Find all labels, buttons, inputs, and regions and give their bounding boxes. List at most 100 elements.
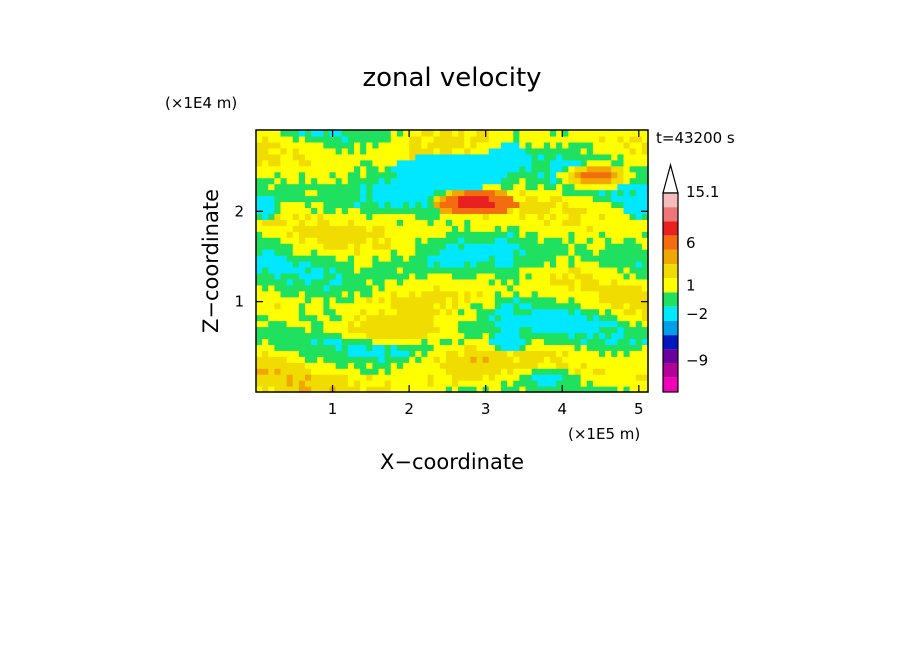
contour-cell	[519, 332, 527, 340]
contour-cell	[458, 338, 465, 345]
contour-cell	[384, 135, 392, 143]
contour-cell	[452, 183, 459, 191]
contour-cell	[543, 219, 551, 226]
contour-cell	[439, 249, 447, 256]
contour-cell	[482, 272, 490, 280]
contour-cell	[501, 302, 508, 310]
contour-cell	[421, 290, 429, 298]
contour-cell	[531, 368, 539, 375]
contour-cell	[470, 374, 478, 381]
contour-cell	[611, 374, 618, 381]
contour-cell	[599, 183, 606, 191]
contour-cell	[415, 243, 422, 250]
contour-cell	[354, 225, 361, 232]
contour-cell	[286, 141, 294, 149]
contour-cell	[568, 332, 576, 340]
contour-cell	[439, 308, 447, 316]
contour-cell	[543, 350, 551, 357]
contour-cell	[403, 314, 410, 322]
contour-cell	[592, 338, 600, 345]
contour-cell	[562, 201, 569, 209]
contour-cell	[298, 356, 306, 363]
contour-cell	[617, 344, 625, 351]
contour-cell	[605, 338, 612, 345]
contour-cell	[611, 362, 618, 369]
contour-cell	[433, 159, 441, 167]
contour-cell	[562, 314, 569, 322]
contour-cell	[494, 219, 502, 226]
contour-cell	[641, 338, 649, 345]
contour-cell	[464, 165, 471, 173]
contour-cell	[298, 135, 306, 143]
contour-cell	[513, 261, 520, 268]
contour-cell	[396, 272, 404, 280]
contour-cell	[476, 213, 484, 220]
contour-cell	[464, 237, 471, 244]
contour-cell	[366, 159, 373, 167]
contour-cell	[311, 219, 318, 226]
contour-cell	[592, 237, 600, 244]
contour-cell	[298, 261, 306, 268]
contour-cell	[360, 350, 367, 357]
contour-cell	[384, 183, 392, 191]
contour-cell	[268, 326, 275, 334]
contour-cell	[347, 147, 355, 155]
contour-cell	[605, 362, 612, 369]
contour-cell	[323, 368, 331, 375]
contour-cell	[274, 368, 282, 375]
contour-cell	[605, 243, 612, 250]
contour-cell	[415, 237, 422, 244]
contour-cell	[543, 153, 551, 161]
contour-cell	[329, 261, 337, 268]
contour-cell	[507, 356, 514, 363]
contour-cell	[562, 344, 569, 351]
contour-cell	[568, 326, 576, 334]
contour-cell	[458, 183, 465, 191]
contour-cell	[433, 213, 441, 220]
contour-cell	[507, 183, 514, 191]
contour-cell	[280, 183, 288, 191]
contour-cell	[335, 314, 343, 322]
contour-cell	[298, 362, 306, 369]
contour-cell	[458, 308, 465, 316]
contour-cell	[335, 177, 343, 185]
contour-cell	[366, 219, 373, 226]
contour-cell	[592, 141, 600, 149]
contour-cell	[476, 153, 484, 161]
contour-cell	[347, 338, 355, 345]
contour-cell	[623, 237, 631, 244]
contour-cell	[623, 130, 631, 137]
contour-cell	[605, 225, 612, 232]
contour-cell	[366, 135, 373, 143]
contour-cell	[617, 261, 625, 268]
contour-cell	[586, 320, 594, 328]
contour-cell	[366, 243, 373, 250]
contour-cell	[464, 141, 471, 149]
contour-cell	[390, 219, 398, 226]
contour-cell	[623, 344, 631, 351]
contour-cell	[556, 386, 563, 393]
contour-cell	[305, 374, 312, 381]
contour-cell	[335, 362, 343, 369]
contour-cell	[286, 213, 294, 220]
contour-cell	[476, 195, 484, 203]
contour-cell	[494, 338, 502, 345]
contour-cell	[513, 386, 520, 393]
y-tick-label: 2	[234, 202, 244, 220]
contour-cell	[366, 338, 373, 345]
contour-cell	[611, 296, 618, 304]
contour-cell	[482, 308, 490, 316]
contour-cell	[494, 296, 502, 304]
contour-cell	[611, 278, 618, 286]
contour-cell	[623, 332, 631, 340]
contour-cell	[482, 189, 490, 197]
contour-cell	[366, 320, 373, 328]
contour-cell	[360, 368, 367, 375]
contour-cell	[476, 171, 484, 179]
contour-cell	[537, 350, 545, 357]
contour-cell	[464, 135, 471, 143]
contour-cell	[488, 130, 496, 137]
contour-cell	[433, 135, 441, 143]
contour-cell	[464, 177, 471, 185]
contour-cell	[384, 290, 392, 298]
